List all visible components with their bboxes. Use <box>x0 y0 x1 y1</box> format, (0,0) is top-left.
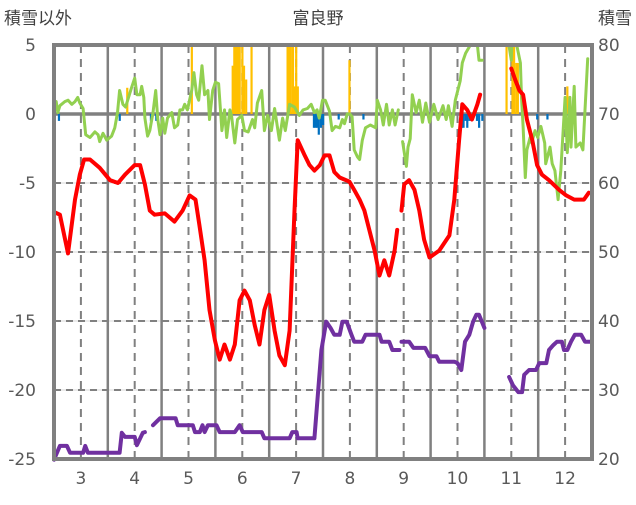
x-tick-label: 3 <box>75 469 86 489</box>
x-tick-label: 5 <box>183 469 194 489</box>
blue-bar <box>312 114 316 128</box>
series-lines <box>52 43 593 462</box>
blue-bar <box>362 114 365 120</box>
blue-bar <box>319 114 323 128</box>
orange-bar <box>296 86 299 114</box>
y-left-tick-label: -5 <box>19 174 36 194</box>
blue-bar <box>314 114 317 128</box>
orange-bar <box>293 86 296 114</box>
plot-frame <box>52 43 594 461</box>
orange-bar <box>566 86 569 114</box>
orange-bar <box>505 45 508 114</box>
x-tick-label: 6 <box>237 469 248 489</box>
orange-bar <box>233 45 236 114</box>
orange-bar <box>289 45 292 114</box>
y-right-tick-label: 40 <box>598 312 620 332</box>
orange-bar <box>236 45 240 114</box>
orange-bar <box>250 45 253 114</box>
y-left-tick-label: 5 <box>25 36 36 56</box>
blue-bar <box>316 114 319 128</box>
x-tick-label: 12 <box>554 469 576 489</box>
y-right-tick-label: 80 <box>598 36 620 56</box>
blue-bar <box>481 114 484 121</box>
orange-bar <box>288 45 291 114</box>
x-tick-label: 8 <box>344 469 355 489</box>
y-left-tick-label: -10 <box>8 243 36 263</box>
blue-bar <box>118 114 121 121</box>
x-tick-label: 9 <box>398 469 409 489</box>
x-tick-label: 7 <box>291 469 302 489</box>
y-left-tick-label: -25 <box>8 450 36 470</box>
x-tick-label: 4 <box>129 469 140 489</box>
y-right-tick-label: 20 <box>598 450 620 470</box>
y-right-tick-label: 30 <box>598 381 620 401</box>
orange-bar <box>291 45 295 114</box>
blue-bar <box>337 114 340 120</box>
orange-bar <box>231 65 234 114</box>
orange-bar <box>241 45 244 114</box>
y-right-tick-label: 70 <box>598 105 620 125</box>
orange-bar <box>511 45 514 114</box>
blue-bar <box>462 114 465 128</box>
orange-bar <box>515 62 518 114</box>
blue-bar <box>546 114 549 120</box>
y-left-tick-label: -15 <box>8 312 36 332</box>
blue-bar <box>322 114 325 126</box>
blue-bar <box>536 114 539 120</box>
orange-bar <box>245 79 248 114</box>
y-left-tick-label: -20 <box>8 381 36 401</box>
right-axis-title: 積雪 <box>598 9 632 29</box>
orange-bar <box>242 65 246 114</box>
snow-depth-line <box>52 312 593 462</box>
blue-bar <box>317 114 320 135</box>
blue-bar <box>57 114 61 121</box>
y-right-tick-label: 60 <box>598 174 620 194</box>
blue-bar <box>466 114 469 128</box>
orange-bar <box>234 45 238 114</box>
orange-bar <box>286 45 289 114</box>
x-tick-label: 11 <box>500 469 522 489</box>
chart-title: 富良野 <box>293 9 344 29</box>
orange-bar <box>348 60 351 114</box>
y-right-tick-label: 50 <box>598 243 620 263</box>
orange-bar <box>238 45 241 114</box>
blue-bar <box>478 114 481 128</box>
left-axis-title: 積雪以外 <box>4 9 72 29</box>
blue-bar <box>464 114 467 121</box>
x-tick-label: 10 <box>447 469 469 489</box>
orange-bar <box>295 45 298 114</box>
y-left-tick-label: 0 <box>25 105 36 125</box>
plot-border <box>52 43 594 461</box>
gridlines <box>54 45 592 459</box>
red-line <box>52 66 591 368</box>
blue-bar <box>475 114 479 121</box>
